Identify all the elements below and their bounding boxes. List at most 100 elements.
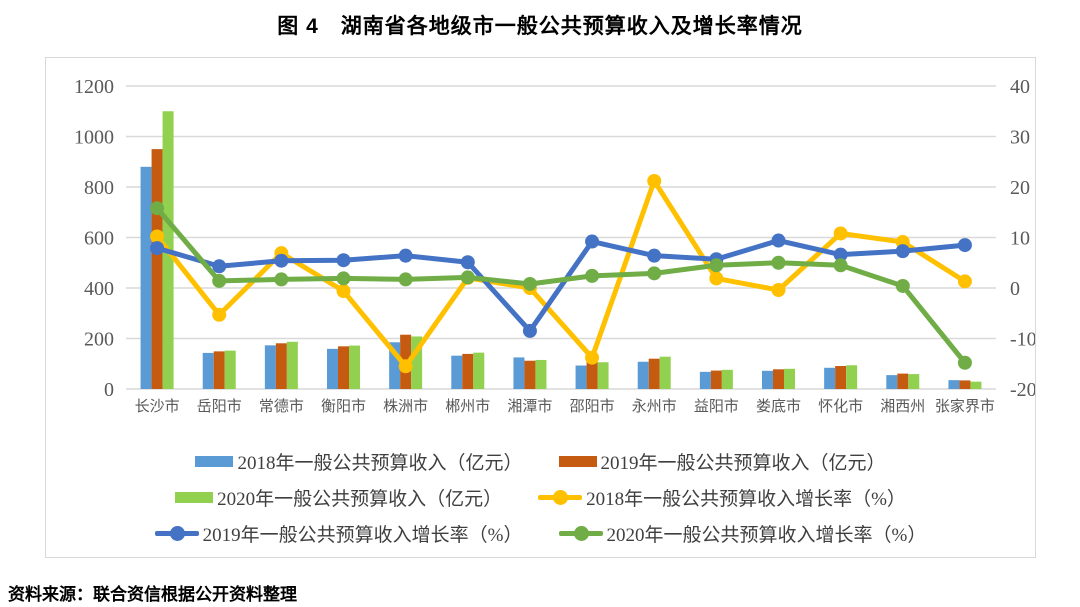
marker-2019年 bbox=[336, 253, 351, 268]
x-axis-category-label: 郴州市 bbox=[445, 398, 490, 415]
x-axis-category-label: 益阳市 bbox=[694, 398, 739, 415]
bar-2019年 bbox=[586, 361, 598, 389]
bar-2019年 bbox=[338, 346, 349, 389]
marker-2018年 bbox=[957, 274, 972, 289]
bar-2019年 bbox=[710, 370, 722, 389]
legend-item: 2020年一般公共预算收入增长率（%） bbox=[558, 520, 927, 547]
legend-bar-swatch-icon bbox=[558, 456, 597, 467]
right-axis-tick-label: 0 bbox=[1010, 278, 1020, 300]
marker-2018年 bbox=[150, 229, 165, 244]
marker-2019年 bbox=[771, 233, 786, 248]
bar-2020年 bbox=[784, 368, 795, 389]
page-title: 图 4 湖南省各地级市一般公共预算收入及增长率情况 bbox=[277, 15, 803, 38]
bar-2020年 bbox=[286, 341, 298, 389]
marker-2019年 bbox=[460, 255, 475, 270]
bar-2020年 bbox=[721, 369, 733, 389]
bar-2020年 bbox=[224, 350, 236, 389]
marker-2020年 bbox=[709, 258, 724, 273]
x-axis-category-label: 岳阳市 bbox=[197, 398, 242, 415]
bar-2020年 bbox=[970, 381, 982, 389]
marker-2019年 bbox=[212, 259, 227, 274]
legend-row: 2020年一般公共预算收入（亿元） 2018年一般公共预算收入增长率（%） bbox=[175, 484, 906, 511]
combo-chart-plot: 0 200 400 600 800 1000 1200 -20 -10 0 10 20 30 40 长沙市岳… bbox=[74, 76, 1035, 415]
left-axis-tick-label: 0 bbox=[104, 379, 114, 401]
marker-2020年 bbox=[771, 255, 786, 270]
marker-2018年 bbox=[647, 173, 662, 188]
line-2020年 bbox=[154, 205, 968, 366]
marker-2020年 bbox=[212, 273, 227, 288]
bar-2018年 bbox=[202, 352, 214, 389]
x-axis-category-label: 长沙市 bbox=[135, 398, 180, 415]
x-axis-category-label: 湘西州 bbox=[880, 398, 925, 415]
marker-2019年 bbox=[895, 244, 910, 259]
marker-2019年 bbox=[647, 248, 662, 263]
right-axis-tick-label: 20 bbox=[1010, 177, 1030, 199]
bar-2019年 bbox=[524, 360, 536, 389]
right-axis-tick-label: 10 bbox=[1010, 228, 1030, 250]
bar-2018年 bbox=[886, 375, 898, 389]
bar-2019年 bbox=[773, 369, 784, 389]
left-axis-tick-label: 600 bbox=[84, 228, 114, 250]
bar-2020年 bbox=[597, 362, 609, 389]
legend-label: 2019年一般公共预算收入增长率（%） bbox=[202, 525, 523, 546]
legend-line-marker-icon bbox=[558, 526, 603, 541]
marker-2018年 bbox=[398, 359, 413, 374]
x-axis-category-label: 娄底市 bbox=[756, 398, 801, 415]
legend-bar-swatch-icon bbox=[175, 492, 214, 503]
left-axis-tick-label: 200 bbox=[84, 329, 114, 351]
marker-2018年 bbox=[336, 284, 351, 299]
bar-2020年 bbox=[411, 336, 423, 389]
bar-2019年 bbox=[151, 149, 163, 389]
bar-2018年 bbox=[699, 371, 711, 389]
left-axis-tick-label: 400 bbox=[84, 278, 114, 300]
bar-2020年 bbox=[659, 356, 671, 389]
marker-2020年 bbox=[585, 268, 600, 283]
marker-2020年 bbox=[833, 258, 848, 273]
bar-2018年 bbox=[824, 367, 836, 389]
marker-2020年 bbox=[647, 266, 662, 281]
x-axis-category-label: 张家界市 bbox=[935, 398, 995, 415]
marker-2019年 bbox=[833, 247, 848, 262]
bar-2018年 bbox=[389, 342, 401, 389]
marker-2019年 bbox=[585, 234, 600, 249]
legend-label: 2020年一般公共预算收入增长率（%） bbox=[606, 525, 927, 546]
marker-2019年 bbox=[522, 323, 537, 338]
legend-row: 2018年一般公共预算收入（亿元） 2019年一般公共预算收入（亿元） bbox=[195, 448, 886, 475]
legend-row: 2019年一般公共预算收入增长率（%） 2020年一般公共预算收入增长率（%） bbox=[154, 520, 927, 547]
marker-2020年 bbox=[398, 272, 413, 287]
bar-2020年 bbox=[349, 345, 360, 389]
bar-2019年 bbox=[897, 373, 909, 389]
bar-2018年 bbox=[637, 361, 649, 389]
x-axis-category-label: 衡阳市 bbox=[321, 398, 366, 415]
bar-2018年 bbox=[575, 365, 587, 389]
bar-2020年 bbox=[535, 359, 547, 389]
x-axis-category-label: 湘潭市 bbox=[507, 398, 552, 415]
marker-2020年 bbox=[895, 278, 910, 293]
bar-2018年 bbox=[327, 348, 338, 389]
bar-2018年 bbox=[762, 370, 773, 389]
bar-2018年 bbox=[451, 355, 463, 389]
marker-2020年 bbox=[150, 201, 165, 216]
marker-2020年 bbox=[460, 270, 475, 285]
bar-2019年 bbox=[462, 353, 474, 389]
right-axis-tick-label: -10 bbox=[1010, 329, 1035, 351]
legend-label: 2019年一般公共预算收入（亿元） bbox=[600, 453, 886, 474]
bar-2019年 bbox=[648, 358, 660, 389]
marker-2019年 bbox=[957, 238, 972, 253]
x-axis-category-label: 怀化市 bbox=[818, 398, 863, 415]
chart-frame: 0 200 400 600 800 1000 1200 -20 -10 0 10 20 30 40 长沙市岳… bbox=[45, 57, 1036, 558]
marker-2020年 bbox=[274, 272, 289, 287]
legend-bar-swatch-icon bbox=[195, 456, 234, 467]
legend-label: 2020年一般公共预算收入（亿元） bbox=[217, 489, 503, 510]
bar-2018年 bbox=[140, 166, 152, 389]
legend-line-marker-icon bbox=[538, 490, 583, 505]
marker-2018年 bbox=[833, 226, 848, 241]
left-axis-tick-label: 1200 bbox=[74, 76, 114, 98]
marker-2020年 bbox=[336, 271, 351, 286]
x-axis-category-label: 永州市 bbox=[632, 398, 677, 415]
marker-2018年 bbox=[709, 271, 724, 286]
marker-2019年 bbox=[274, 253, 289, 268]
bar-2019年 bbox=[275, 343, 287, 389]
bar-2020年 bbox=[846, 365, 858, 389]
right-axis-tick-label: -20 bbox=[1010, 379, 1035, 401]
